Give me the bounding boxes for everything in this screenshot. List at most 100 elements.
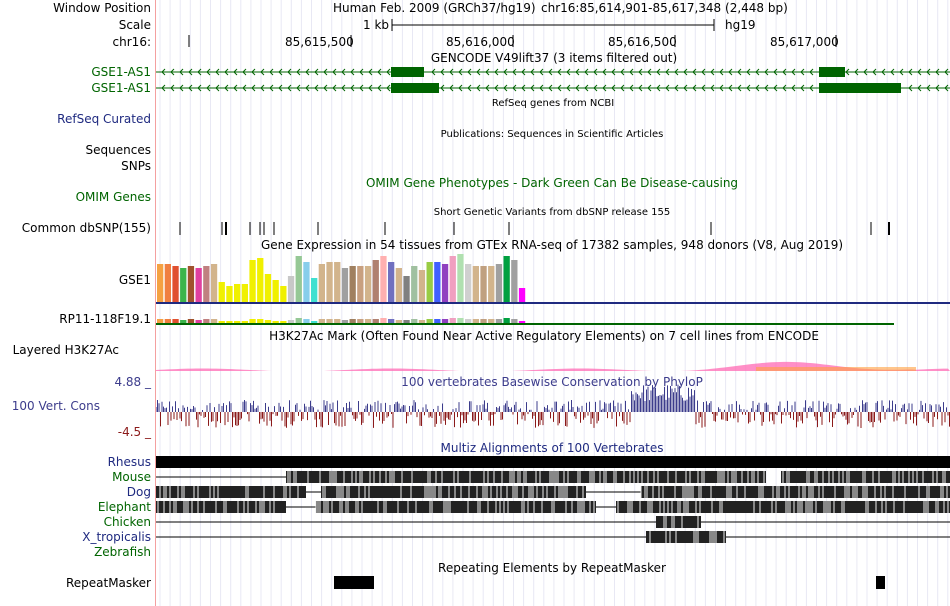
track-labels: Window Position Scale chr16: GSE1-AS1 GS… <box>0 0 155 606</box>
gtex-bar <box>164 264 171 302</box>
omim-title: OMIM Gene Phenotypes - Dark Green Can Be… <box>365 176 739 190</box>
gse1-as1-b-strand-arrow <box>449 84 454 92</box>
gse1-as1-b-strand-arrow <box>521 84 526 92</box>
species-rhesus-label[interactable]: Rhesus <box>107 455 151 469</box>
rp11-label[interactable]: RP11-118F19.1 <box>59 312 151 326</box>
refseq-label[interactable]: RefSeq Curated <box>57 112 151 126</box>
gse1-as1-a-exon <box>819 67 845 77</box>
gse1-as1-a-strand-arrow <box>467 68 472 76</box>
gtex-bar-rp11 <box>511 319 518 323</box>
gse1-as1-a-strand-arrow <box>935 68 940 76</box>
gtex-bar <box>465 264 472 302</box>
gse1-as1-b-strand-arrow <box>341 84 346 92</box>
gse1-as1-a-strand-arrow <box>359 68 364 76</box>
gse1-as1-a-strand-arrow <box>764 68 769 76</box>
gse1-as1-b-strand-arrow <box>629 84 634 92</box>
gse1-as1-b-strand-arrow <box>260 84 265 92</box>
gse1-as1-a-strand-arrow <box>440 68 445 76</box>
gse1-as1-a-strand-arrow <box>557 68 562 76</box>
gtex-bar <box>434 262 441 302</box>
gse1-as1-b-strand-arrow <box>476 84 481 92</box>
gtex-bar-rp11 <box>195 320 202 323</box>
gse1-as1-b-strand-arrow <box>197 84 202 92</box>
gse1-as1-b-strand-arrow <box>746 84 751 92</box>
snps-label[interactable]: SNPs <box>121 159 151 173</box>
multiz-alignment-block <box>656 516 701 528</box>
gse1-as1-b-strand-arrow <box>683 84 688 92</box>
gtex-bar-rp11 <box>465 319 472 323</box>
gse1-as1-b-strand-arrow <box>215 84 220 92</box>
gtex-bar <box>457 254 464 302</box>
gtex-bar-rp11 <box>164 319 171 323</box>
species-mouse-label[interactable]: Mouse <box>112 470 151 484</box>
gtex-bar <box>311 278 318 302</box>
track-area[interactable]: Human Feb. 2009 (GRCh37/hg19) chr16:85,6… <box>156 0 950 606</box>
species-elephant-label[interactable]: Elephant <box>97 500 151 514</box>
gtex-bar-rp11 <box>441 319 449 323</box>
gtex-bar-rp11 <box>503 318 510 323</box>
gse1-as1-a-strand-arrow <box>584 68 589 76</box>
gse1-as1-b-strand-arrow <box>512 84 517 92</box>
gtex-bar-rp11 <box>457 318 464 323</box>
gse1-as1-a-exon <box>391 67 424 77</box>
gse1-as1-a-strand-arrow <box>494 68 499 76</box>
gtex-bar <box>488 266 495 302</box>
gtex-bar <box>210 264 218 302</box>
gse1-as1-a-strand-arrow <box>917 68 922 76</box>
repeatmasker-label[interactable]: RepeatMasker <box>65 576 151 590</box>
gtex-bar <box>503 256 510 302</box>
gse1-as1-b-strand-arrow <box>368 84 373 92</box>
h3k27ac-title: H3K27Ac Mark (Often Found Near Active Re… <box>269 329 819 343</box>
gse1-as1-label-1[interactable]: GSE1-AS1 <box>91 65 151 79</box>
gtex-bar <box>218 282 225 302</box>
gse1-as1-b-strand-arrow <box>548 84 553 92</box>
gtex-bar-rp11 <box>411 319 418 323</box>
dbsnp-label[interactable]: Common dbSNP(155) <box>21 221 151 235</box>
gtex-bar-rp11 <box>518 321 526 323</box>
species-xtropicalis-label[interactable]: X_tropicalis <box>82 530 151 544</box>
gse1-as1-a-strand-arrow <box>431 68 436 76</box>
species-chicken-label[interactable]: Chicken <box>103 515 151 529</box>
sequences-label[interactable]: Sequences <box>85 143 151 157</box>
gse1-label[interactable]: GSE1 <box>118 273 151 287</box>
multiz-title: Multiz Alignments of 100 Vertebrates <box>440 441 664 455</box>
gse1-as1-a-strand-arrow <box>800 68 805 76</box>
gse1-as1-a-strand-arrow <box>746 68 751 76</box>
cons-label[interactable]: 100 Vert. Cons <box>11 399 100 413</box>
gse1-as1-a-strand-arrow <box>755 68 760 76</box>
scale-bar-label: 1 kb <box>363 18 390 32</box>
gtex-bar-rp11 <box>495 319 503 323</box>
gtex-bar <box>257 258 264 302</box>
gse1-as1-a-strand-arrow <box>512 68 517 76</box>
gse1-as1-a-strand-arrow <box>314 68 319 76</box>
species-zebrafish-label[interactable]: Zebrafish <box>94 545 151 559</box>
gtex-bar <box>518 288 526 302</box>
gtex-bar-rp11 <box>249 319 256 323</box>
gse1-as1-a-strand-arrow <box>890 68 895 76</box>
gtex-bar <box>203 266 210 302</box>
h3k27ac-label[interactable]: Layered H3K27Ac <box>12 343 119 357</box>
species-dog-label[interactable]: Dog <box>126 485 151 499</box>
multiz-alignment-block <box>321 486 586 498</box>
gse1-as1-label-2[interactable]: GSE1-AS1 <box>91 81 151 95</box>
gse1-as1-a-strand-arrow <box>647 68 652 76</box>
gse1-as1-a-strand-arrow <box>179 68 184 76</box>
gse1-as1-a-strand-arrow <box>197 68 202 76</box>
omim-label[interactable]: OMIM Genes <box>75 190 151 204</box>
gse1-as1-b-strand-arrow <box>917 84 922 92</box>
gse1-as1-b-strand-arrow <box>773 84 778 92</box>
gtex-bar <box>349 266 356 302</box>
gse1-as1-a-strand-arrow <box>872 68 877 76</box>
gse1-as1-a-strand-arrow <box>449 68 454 76</box>
gse1-as1-b-strand-arrow <box>458 84 463 92</box>
gse1-as1-b-strand-arrow <box>647 84 652 92</box>
gse1-as1-a-strand-arrow <box>242 68 247 76</box>
gtex-bar-rp11 <box>241 321 248 323</box>
gse1-as1-a-strand-arrow <box>215 68 220 76</box>
dbsnp-title: Short Genetic Variants from dbSNP releas… <box>433 207 671 218</box>
gse1-as1-a-strand-arrow <box>728 68 733 76</box>
gse1-as1-a-strand-arrow <box>287 68 292 76</box>
gse1-as1-b-strand-arrow <box>179 84 184 92</box>
gtex-bar <box>280 286 287 302</box>
gse1-as1-b-strand-arrow <box>755 84 760 92</box>
